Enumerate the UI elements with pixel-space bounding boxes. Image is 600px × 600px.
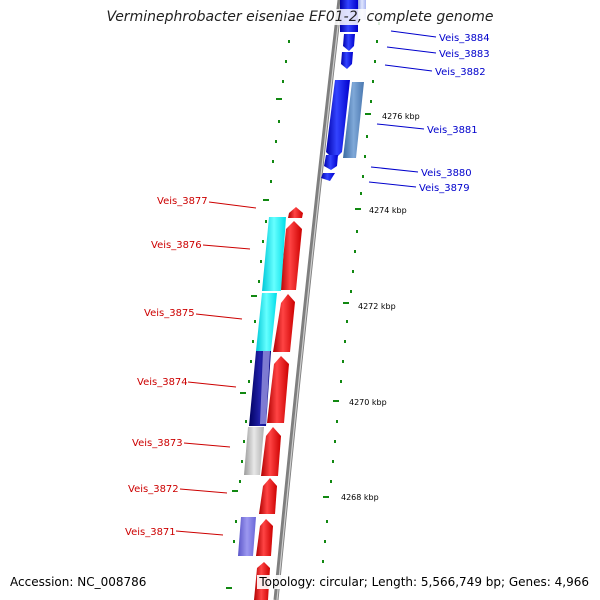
gene-label-veis-3883[interactable]: Veis_3883 (439, 49, 490, 60)
gene-veis-3874-arrow[interactable] (267, 356, 289, 423)
accession-label: Accession: NC_008786 (8, 575, 149, 589)
coord-label-4270: 4270 kbp (349, 398, 387, 407)
gene-label-veis-3879[interactable]: Veis_3879 (419, 183, 470, 194)
feature-gray-block (244, 427, 264, 475)
coord-label-4268: 4268 kbp (341, 493, 379, 502)
coord-label-4272: 4272 kbp (358, 302, 396, 311)
reverse-gene-labels: Veis_3884 Veis_3883 Veis_3882 Veis_3881 … (419, 33, 490, 194)
gene-label-veis-3871[interactable]: Veis_3871 (125, 527, 176, 538)
coordinate-labels: 4276 kbp 4274 kbp 4272 kbp 4270 kbp 4268… (341, 112, 420, 502)
gene-label-veis-3873[interactable]: Veis_3873 (132, 438, 183, 449)
feature-cyan-block-2 (256, 293, 277, 351)
map-title: Verminephrobacter eiseniae EF01-2, compl… (0, 9, 600, 25)
gene-veis-3881-arrow[interactable] (326, 80, 350, 160)
outer-tick-ring (226, 40, 290, 589)
gene-label-veis-3875[interactable]: Veis_3875 (144, 308, 195, 319)
gene-veis-3880-arrow[interactable] (324, 155, 338, 170)
inner-tick-ring (320, 22, 380, 583)
gene-veis-3879-arrow[interactable] (321, 173, 335, 181)
gene-label-veis-3880[interactable]: Veis_3880 (421, 168, 472, 179)
gene-veis-3873-arrow[interactable] (261, 427, 281, 476)
gene-label-veis-3874[interactable]: Veis_3874 (137, 377, 188, 388)
topology-summary: Topology: circular; Length: 5,566,749 bp… (257, 575, 591, 589)
forward-strand-genes (238, 207, 303, 600)
coord-label-4274: 4274 kbp (369, 206, 407, 215)
gene-veis-3872-arrow[interactable] (259, 478, 277, 514)
feature-lavender-block (260, 351, 270, 424)
gene-veis-3882-arrow[interactable] (341, 52, 353, 69)
gene-label-veis-3876[interactable]: Veis_3876 (151, 240, 202, 251)
gene-veis-3876-arrow[interactable] (280, 221, 302, 290)
feature-lavender-block-2 (238, 517, 256, 556)
gene-veis-3883-arrow[interactable] (343, 34, 355, 51)
gene-label-veis-3872[interactable]: Veis_3872 (128, 484, 179, 495)
reverse-label-leaders (368, 30, 437, 188)
gene-label-veis-3881[interactable]: Veis_3881 (427, 125, 478, 136)
gene-label-veis-3884[interactable]: Veis_3884 (439, 33, 490, 44)
gene-veis-3877-arrow[interactable] (288, 207, 303, 218)
gene-label-veis-3877[interactable]: Veis_3877 (157, 196, 208, 207)
gene-veis-3875-arrow[interactable] (273, 294, 295, 352)
gene-veis-3871-arrow[interactable] (256, 519, 273, 556)
feature-cyan-block-1 (262, 217, 286, 291)
gene-label-veis-3882[interactable]: Veis_3882 (435, 67, 486, 78)
genome-backbone (273, 0, 343, 600)
genome-backbone-highlight (276, 0, 342, 600)
forward-label-leaders (175, 201, 257, 536)
forward-gene-labels: Veis_3877 Veis_3876 Veis_3875 Veis_3874 … (125, 196, 208, 538)
feature-steel-block (343, 82, 364, 158)
coord-label-4276: 4276 kbp (382, 112, 420, 121)
